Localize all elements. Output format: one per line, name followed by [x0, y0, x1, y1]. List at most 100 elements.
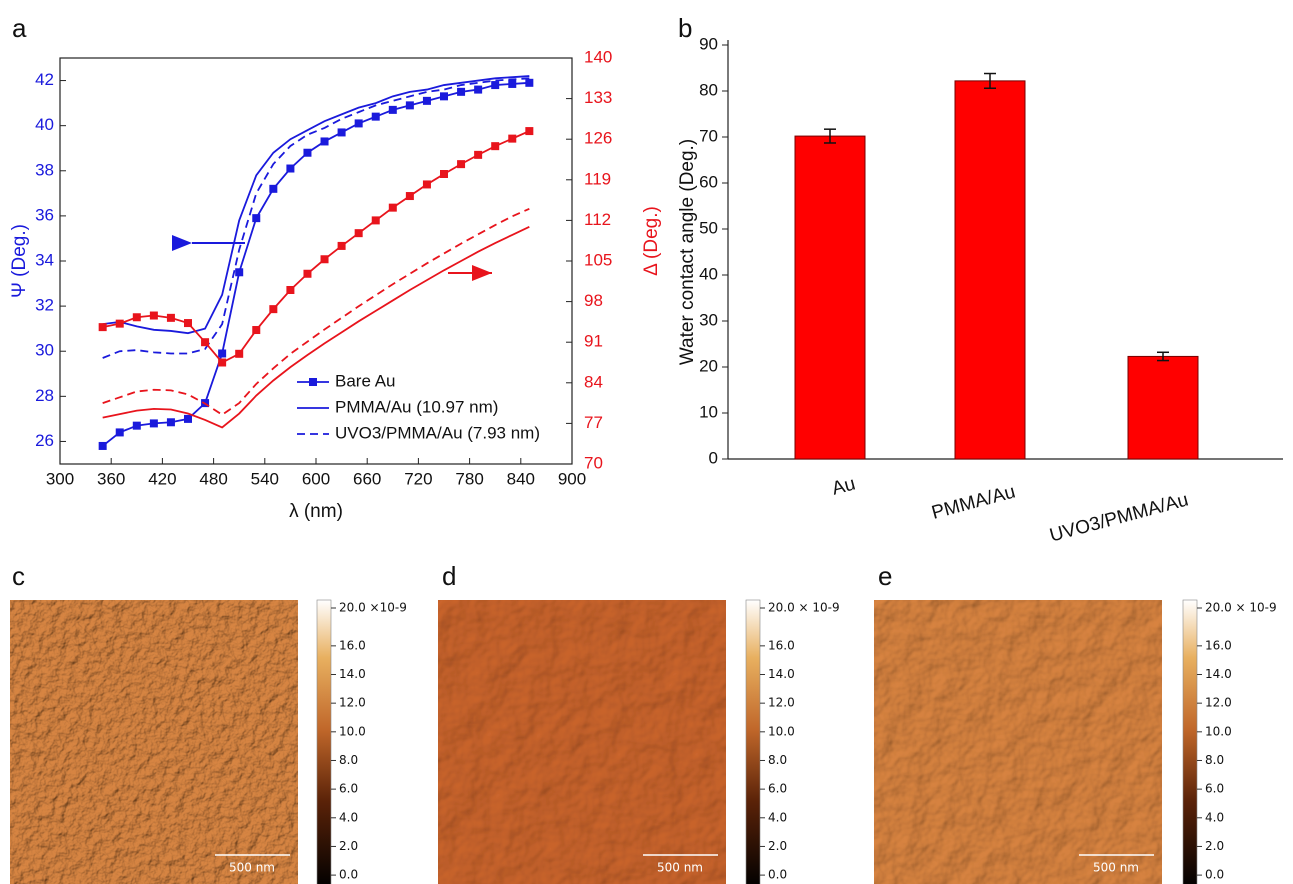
y2-axis-label: Δ (Deg.) — [641, 206, 662, 276]
y-tick-label: 28 — [35, 386, 54, 405]
y-tick-label: 42 — [35, 70, 54, 89]
colorbar-tick-label: 8.0 — [768, 753, 787, 767]
y-tick-label: 38 — [35, 160, 54, 179]
panel-label: b — [678, 13, 692, 43]
legend-label: PMMA/Au (10.97 nm) — [335, 397, 498, 416]
colorbar-tick-label: 12.0 — [339, 696, 366, 710]
y2-tick-label: 70 — [584, 453, 603, 472]
bar — [954, 80, 1026, 460]
x-tick-label: 600 — [302, 469, 330, 488]
data-point — [184, 414, 192, 423]
y-tick-label: 26 — [35, 431, 54, 450]
data-point — [525, 78, 534, 87]
y2-tick-label: 140 — [584, 47, 612, 66]
colorbar — [316, 599, 332, 884]
x-tick-label: 660 — [353, 469, 381, 488]
data-point — [132, 421, 141, 430]
data-point — [201, 338, 210, 347]
legend-label: UVO3/PMMA/Au (7.93 nm) — [335, 423, 540, 442]
x-tick-label: 900 — [558, 469, 586, 488]
y2-tick-label: 112 — [584, 210, 611, 229]
data-point — [132, 313, 141, 322]
x-tick-label: Au — [830, 473, 858, 499]
colorbar-tick-label: 6.0 — [339, 782, 358, 796]
y-tick-label: 70 — [699, 126, 718, 145]
data-point — [371, 112, 380, 121]
y-tick-label: 34 — [35, 250, 54, 269]
series-line — [102, 77, 530, 359]
data-point — [337, 128, 346, 137]
colorbar-tick-label: 4.0 — [1205, 810, 1224, 824]
colorbar-tick-label: 0.0 — [339, 868, 358, 882]
y2-tick-label: 84 — [584, 372, 603, 391]
afm-image — [10, 600, 298, 884]
data-point — [422, 180, 431, 189]
colorbar-tick-label: 14.0 — [1205, 667, 1232, 681]
data-point — [457, 160, 466, 169]
data-point — [98, 441, 107, 450]
data-point — [235, 268, 244, 277]
data-point — [525, 127, 534, 136]
afm-image — [874, 600, 1162, 884]
x-tick-label: 420 — [148, 469, 176, 488]
x-tick-label: 480 — [199, 469, 227, 488]
data-point — [354, 229, 363, 238]
y-tick-label: 36 — [35, 205, 54, 224]
x-tick-label: 840 — [507, 469, 535, 488]
y-tick-label: 32 — [35, 296, 54, 315]
data-point — [491, 81, 500, 90]
series-line — [102, 81, 530, 447]
data-point — [218, 349, 227, 358]
panel-label: c — [12, 561, 25, 591]
data-point — [337, 241, 346, 250]
colorbar-tick-label: 10.0 — [1205, 724, 1232, 738]
colorbar-tick-label: 20.0 × 10-9 — [768, 601, 840, 615]
y-tick-label: 60 — [699, 172, 718, 191]
colorbar-tick-label: 2.0 — [768, 839, 787, 853]
data-point — [166, 418, 175, 427]
data-point — [303, 148, 312, 157]
data-point — [303, 269, 312, 278]
colorbar-tick-label: 12.0 — [1205, 696, 1232, 710]
y-tick-label: 30 — [699, 310, 718, 329]
data-point — [320, 137, 329, 146]
bar — [794, 135, 866, 460]
data-point — [371, 216, 380, 225]
colorbar-tick-label: 4.0 — [339, 810, 358, 824]
data-point — [252, 326, 261, 335]
y2-tick-label: 77 — [584, 413, 603, 432]
colorbar-tick-label: 8.0 — [339, 753, 358, 767]
data-point — [405, 192, 414, 201]
data-point — [491, 142, 500, 151]
x-tick-label: 300 — [46, 469, 74, 488]
x-tick-label: 540 — [251, 469, 279, 488]
data-point — [508, 79, 517, 88]
y-tick-label: 80 — [699, 80, 718, 99]
data-point — [235, 349, 244, 358]
y-axis-label: Ψ (Deg.) — [9, 224, 30, 298]
x-tick-label: 780 — [455, 469, 483, 488]
x-tick-label: PMMA/Au — [930, 481, 1018, 523]
y-tick-label: 90 — [699, 34, 718, 53]
x-axis-label: λ (nm) — [289, 501, 343, 522]
data-point — [388, 105, 397, 114]
colorbar — [1182, 599, 1198, 884]
y-tick-label: 0 — [709, 448, 718, 467]
x-tick-label: 720 — [404, 469, 432, 488]
data-point — [286, 164, 295, 173]
colorbar-tick-label: 12.0 — [768, 696, 795, 710]
panel-label: e — [878, 561, 892, 591]
colorbar-tick-label: 16.0 — [768, 638, 795, 652]
data-point — [184, 319, 192, 328]
legend-marker — [309, 378, 317, 386]
series-line — [102, 130, 530, 364]
series-line — [102, 207, 530, 416]
colorbar — [745, 599, 761, 884]
data-point — [166, 313, 175, 322]
legend-label: Bare Au — [335, 371, 396, 390]
colorbar-tick-label: 20.0 ×10-9 — [339, 601, 407, 615]
data-point — [149, 311, 158, 320]
colorbar-tick-label: 4.0 — [768, 810, 787, 824]
data-point — [457, 87, 466, 96]
series-line — [102, 75, 530, 335]
